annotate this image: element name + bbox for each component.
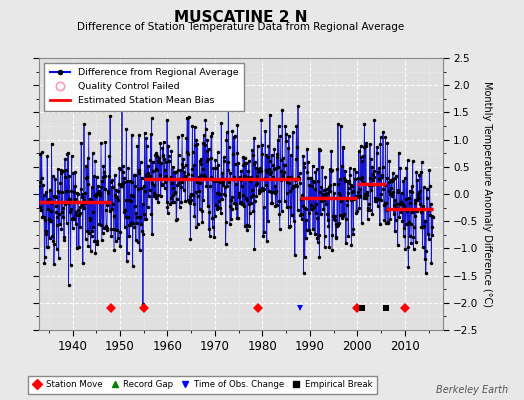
Text: MUSCATINE 2 N: MUSCATINE 2 N <box>174 10 308 25</box>
Legend: Station Move, Record Gap, Time of Obs. Change, Empirical Break: Station Move, Record Gap, Time of Obs. C… <box>28 376 377 394</box>
Text: Berkeley Earth: Berkeley Earth <box>436 385 508 395</box>
Y-axis label: Monthly Temperature Anomaly Difference (°C): Monthly Temperature Anomaly Difference (… <box>483 81 493 307</box>
Text: Difference of Station Temperature Data from Regional Average: Difference of Station Temperature Data f… <box>78 22 405 32</box>
Legend: Difference from Regional Average, Quality Control Failed, Estimated Station Mean: Difference from Regional Average, Qualit… <box>44 63 244 110</box>
